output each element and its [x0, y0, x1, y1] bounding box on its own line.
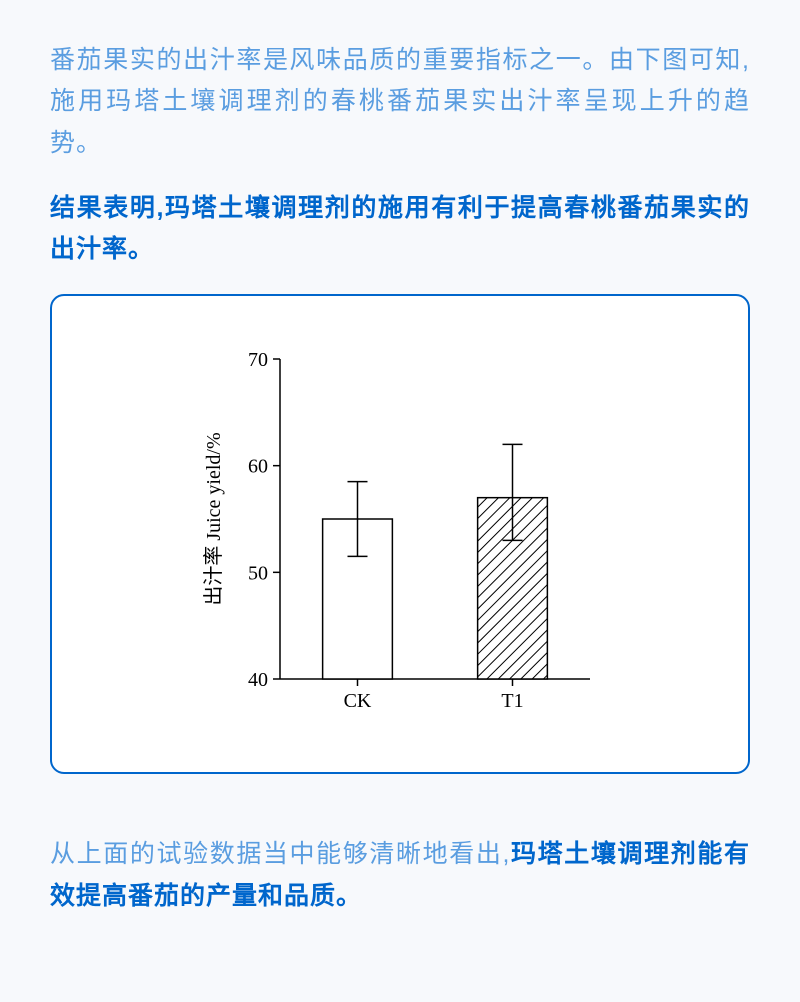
- svg-text:50: 50: [248, 563, 268, 585]
- result-paragraph: 结果表明,玛塔土壤调理剂的施用有利于提高春桃番茄果实的出汁率。: [50, 188, 750, 271]
- svg-text:60: 60: [248, 456, 268, 478]
- conclusion-paragraph: 从上面的试验数据当中能够清晰地看出,玛塔土壤调理剂能有效提高番茄的产量和品质。: [50, 834, 750, 917]
- intro-paragraph: 番茄果实的出汁率是风味品质的重要指标之一。由下图可知,施用玛塔土壤调理剂的春桃番…: [50, 40, 750, 164]
- svg-text:70: 70: [248, 349, 268, 371]
- svg-text:CK: CK: [344, 690, 372, 712]
- conclusion-prefix: 从上面的试验数据当中能够清晰地看出,: [50, 840, 510, 868]
- chart-container: 40 50 60 70 出汁率 Juice yield/% CK T1: [50, 294, 750, 774]
- chart-svg: 40 50 60 70 出汁率 Juice yield/% CK T1: [180, 329, 620, 729]
- svg-text:出汁率 Juice yield/%: 出汁率 Juice yield/%: [202, 433, 225, 606]
- svg-text:T1: T1: [501, 690, 523, 712]
- juice-yield-chart: 40 50 60 70 出汁率 Juice yield/% CK T1: [180, 329, 620, 729]
- svg-text:40: 40: [248, 669, 268, 691]
